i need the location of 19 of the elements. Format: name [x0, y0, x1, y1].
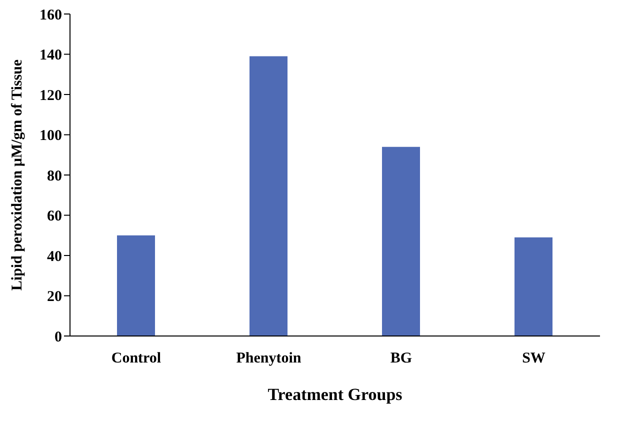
y-tick-label: 160	[40, 7, 62, 24]
y-tick-label: 0	[54, 329, 62, 346]
bar	[382, 146, 420, 336]
bar	[117, 235, 155, 336]
x-axis-title: Treatment Groups	[268, 385, 403, 404]
x-tick-label: Phenytoin	[236, 350, 302, 367]
y-tick-label: 20	[47, 289, 62, 306]
y-tick-label: 80	[47, 168, 62, 184]
bar	[514, 237, 552, 336]
x-tick-label: SW	[522, 350, 546, 367]
y-axis-title: Lipid peroxidation µM/gm of Tissue	[9, 59, 26, 291]
y-tick-label: 100	[40, 128, 62, 144]
y-tick-label: 40	[47, 248, 62, 265]
y-tick-label: 120	[40, 88, 62, 104]
y-tick-label: 140	[40, 48, 62, 64]
x-tick-label: BG	[390, 350, 412, 367]
bar	[250, 56, 288, 336]
y-tick-label: 60	[47, 208, 62, 225]
x-tick-label: Control	[111, 350, 162, 367]
